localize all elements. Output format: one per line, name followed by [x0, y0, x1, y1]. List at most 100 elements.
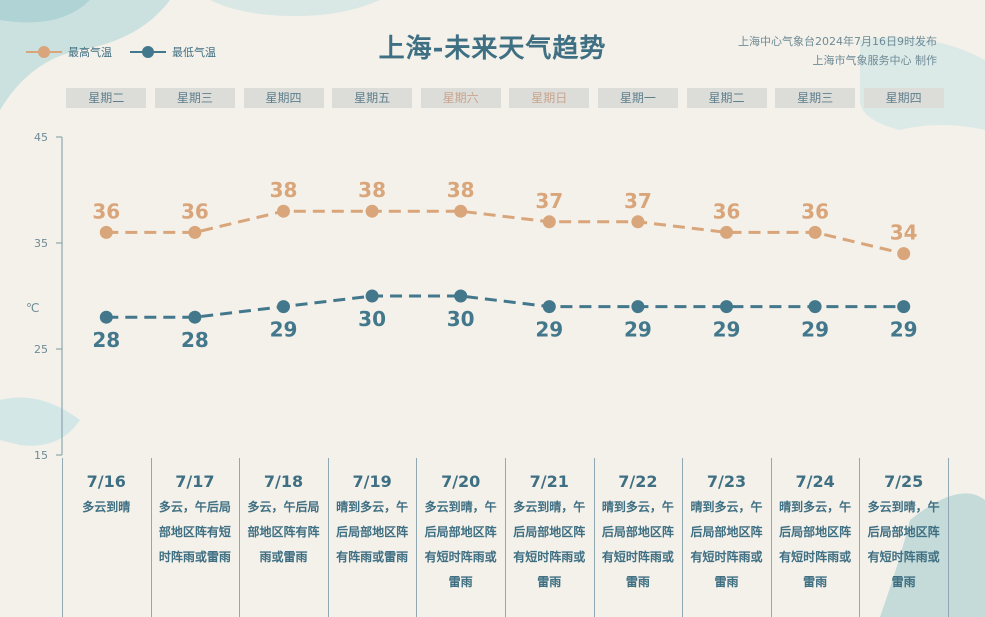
forecast-day: 7/20 多云到晴，午后局部地区阵有短时阵雨或雷雨: [416, 458, 505, 617]
low-temp-line: [106, 294, 904, 319]
forecast-date: 7/19: [352, 472, 392, 491]
weekday-row: 星期二 星期三 星期四 星期五 星期六 星期日 星期一 星期二 星期三 星期四: [62, 88, 948, 108]
forecast-table: 7/16 多云到晴 7/17 多云，午后局部地区阵有短时阵雨或雷雨 7/18 多云，午后局…: [62, 458, 949, 617]
publisher-line-1: 上海中心气象台2024年7月16日9时发布: [738, 35, 937, 48]
high-temp-label: 34: [890, 221, 918, 245]
low-temp-label: 28: [181, 328, 209, 352]
low-temp-point: [365, 289, 379, 303]
low-temp-point: [99, 310, 113, 324]
weekday-label: 星期四: [243, 88, 324, 108]
low-temp-point: [277, 300, 290, 314]
low-temp-point: [542, 300, 556, 314]
column-separator: [327, 458, 329, 617]
y-tick-label: 25: [34, 343, 48, 356]
high-temp-label: 38: [270, 178, 298, 202]
forecast-date: 7/20: [441, 472, 481, 491]
low-temp-point: [897, 300, 911, 314]
forecast-day: 7/17 多云，午后局部地区阵有短时阵雨或雷雨: [151, 458, 240, 617]
forecast-description: 多云，午后局部地区阵有短时阵雨或雷雨: [158, 500, 231, 564]
low-temp-label: 30: [358, 307, 386, 331]
low-temp-label: 29: [890, 318, 918, 342]
low-temp-label: 29: [801, 318, 829, 342]
weekday-label: 星期六: [420, 88, 501, 108]
column-separator: [62, 458, 63, 617]
weekday-label: 星期二: [66, 88, 147, 108]
high-temp-point: [808, 225, 822, 239]
forecast-description: 晴到多云，午后局部地区阵有短时阵雨或雷雨: [690, 500, 763, 589]
high-temp-point: [454, 204, 468, 218]
forecast-description: 多云，午后局部地区阵有阵雨或雷雨: [247, 500, 320, 564]
legend-low: 最低气温: [130, 44, 216, 60]
forecast-date: 7/17: [175, 472, 215, 491]
forecast-date: 7/23: [706, 472, 747, 491]
low-temp-label: 29: [270, 318, 298, 342]
y-axis-unit: ℃: [26, 301, 39, 315]
forecast-description: 多云到晴: [82, 500, 131, 514]
low-temp-point: [631, 300, 645, 314]
y-tick-label: 35: [34, 237, 48, 250]
page-title: 上海-未来天气趋势: [378, 34, 607, 64]
forecast-day: 7/21 多云到晴，午后局部地区阵有短时阵雨或雷雨: [505, 458, 594, 617]
high-temp-point: [365, 204, 379, 218]
low-temp-label: 28: [92, 328, 120, 352]
forecast-day: 7/16 多云到晴: [62, 458, 151, 617]
low-temp-point: [454, 289, 468, 303]
low-temp-label: 29: [624, 318, 652, 342]
publisher-line-2: 上海市气象服务中心 制作: [812, 54, 938, 67]
column-separator: [239, 458, 241, 617]
low-temp-label: 30: [447, 307, 475, 331]
forecast-date: 7/24: [795, 472, 835, 491]
y-tick-label: 15: [34, 449, 48, 462]
high-temp-point: [542, 215, 556, 229]
low-temp-point: [188, 310, 202, 324]
weekday-label: 星期三: [775, 88, 856, 108]
weekday-label: 星期一: [597, 88, 678, 108]
high-temp-label: 36: [713, 199, 741, 223]
legend: 最高气温 最低气温: [26, 44, 216, 60]
weekday-label: 星期日: [509, 88, 590, 108]
low-temp-point: [720, 300, 733, 314]
column-separator: [770, 458, 772, 617]
forecast-day: 7/18 多云，午后局部地区阵有阵雨或雷雨: [239, 458, 328, 617]
forecast-day: 7/19 晴到多云，午后局部地区阵有阵雨或雷雨: [328, 458, 417, 617]
forecast-day: 7/23 晴到多云，午后局部地区阵有短时阵雨或雷雨: [682, 458, 771, 617]
high-temp-point: [277, 204, 290, 218]
high-temp-point: [897, 247, 911, 261]
high-temp-label: 37: [535, 189, 563, 213]
column-separator: [505, 458, 506, 617]
high-temp-point: [188, 225, 202, 239]
column-separator: [150, 458, 152, 617]
legend-high-label: 最高气温: [68, 46, 112, 59]
forecast-date: 7/21: [529, 472, 569, 491]
publisher-info: 上海中心气象台2024年7月16日9时发布 上海市气象服务中心 制作: [738, 32, 937, 70]
weekday-label: 星期二: [686, 88, 767, 108]
forecast-description: 多云到晴，午后局部地区阵有短时阵雨或雷雨: [513, 500, 586, 589]
forecast-day: 7/22 晴到多云，午后局部地区阵有短时阵雨或雷雨: [594, 458, 683, 617]
legend-high-swatch: [26, 46, 62, 58]
high-temp-label: 38: [358, 178, 386, 202]
high-temp-label: 36: [181, 199, 209, 223]
high-temp-point: [99, 225, 113, 239]
low-temp-label: 29: [713, 318, 741, 342]
legend-high: 最高气温: [26, 44, 112, 60]
high-temp-label: 37: [624, 189, 652, 213]
forecast-description: 晴到多云，午后局部地区阵有阵雨或雷雨: [336, 500, 409, 564]
weekday-label: 星期三: [154, 88, 235, 108]
forecast-date: 7/18: [263, 472, 304, 491]
forecast-description: 多云到晴，午后局部地区阵有短时阵雨或雷雨: [424, 500, 497, 589]
forecast-day: 7/24 晴到多云，午后局部地区阵有短时阵雨或雷雨: [771, 458, 860, 617]
forecast-description: 多云到晴，午后局部地区阵有短时阵雨或雷雨: [867, 500, 940, 589]
high-temp-point: [720, 225, 733, 239]
forecast-date: 7/16: [86, 472, 126, 491]
weekday-label: 星期四: [863, 88, 944, 108]
high-temp-label: 36: [801, 199, 829, 223]
low-temp-point: [808, 300, 822, 314]
weekday-label: 星期五: [332, 88, 413, 108]
column-separator: [416, 458, 418, 617]
column-separator: [593, 458, 595, 617]
forecast-date: 7/25: [884, 472, 924, 491]
high-temp-label: 36: [92, 199, 120, 223]
forecast-description: 晴到多云，午后局部地区阵有短时阵雨或雷雨: [601, 500, 674, 589]
forecast-description: 晴到多云，午后局部地区阵有短时阵雨或雷雨: [779, 500, 852, 589]
